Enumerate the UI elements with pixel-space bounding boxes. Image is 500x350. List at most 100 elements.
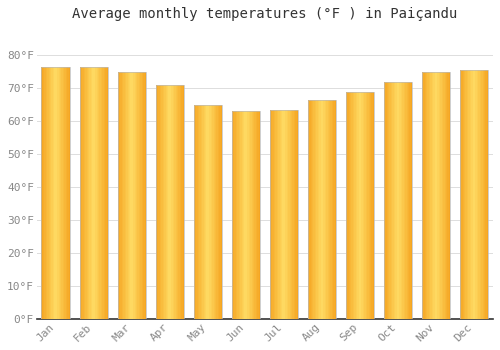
Bar: [353, 92, 354, 319]
Bar: [67, 67, 68, 319]
Bar: [316, 100, 318, 319]
Bar: [232, 111, 233, 319]
Bar: [404, 82, 405, 319]
Bar: [294, 110, 296, 319]
Bar: [363, 92, 364, 319]
Bar: [442, 72, 443, 319]
Bar: [157, 85, 158, 319]
Bar: [357, 92, 358, 319]
Bar: [472, 70, 474, 319]
Bar: [134, 72, 136, 319]
Bar: [368, 92, 370, 319]
Bar: [486, 70, 487, 319]
Bar: [210, 105, 212, 319]
Bar: [101, 67, 102, 319]
Bar: [253, 111, 254, 319]
Bar: [476, 70, 477, 319]
Bar: [390, 82, 391, 319]
Bar: [176, 85, 177, 319]
Bar: [122, 72, 123, 319]
Bar: [162, 85, 164, 319]
Bar: [314, 100, 315, 319]
Bar: [406, 82, 408, 319]
Bar: [44, 67, 46, 319]
Bar: [436, 72, 438, 319]
Bar: [422, 72, 450, 319]
Bar: [272, 110, 274, 319]
Bar: [330, 100, 332, 319]
Bar: [471, 70, 472, 319]
Bar: [68, 67, 70, 319]
Bar: [402, 82, 404, 319]
Bar: [90, 67, 91, 319]
Bar: [292, 110, 294, 319]
Bar: [215, 105, 216, 319]
Bar: [270, 110, 271, 319]
Bar: [52, 67, 53, 319]
Bar: [195, 105, 196, 319]
Bar: [308, 100, 309, 319]
Bar: [82, 67, 84, 319]
Bar: [443, 72, 444, 319]
Bar: [308, 100, 336, 319]
Bar: [240, 111, 242, 319]
Bar: [470, 70, 471, 319]
Bar: [120, 72, 122, 319]
Bar: [335, 100, 336, 319]
Bar: [91, 67, 92, 319]
Bar: [398, 82, 400, 319]
Bar: [138, 72, 139, 319]
Bar: [325, 100, 326, 319]
Bar: [42, 67, 43, 319]
Bar: [129, 72, 130, 319]
Bar: [50, 67, 51, 319]
Bar: [233, 111, 234, 319]
Bar: [106, 67, 108, 319]
Bar: [248, 111, 250, 319]
Bar: [326, 100, 328, 319]
Bar: [394, 82, 395, 319]
Bar: [324, 100, 325, 319]
Bar: [160, 85, 162, 319]
Bar: [204, 105, 205, 319]
Bar: [440, 72, 442, 319]
Bar: [177, 85, 178, 319]
Bar: [250, 111, 252, 319]
Bar: [100, 67, 101, 319]
Bar: [47, 67, 48, 319]
Bar: [132, 72, 133, 319]
Bar: [94, 67, 95, 319]
Bar: [156, 85, 157, 319]
Bar: [278, 110, 280, 319]
Bar: [130, 72, 132, 319]
Bar: [370, 92, 372, 319]
Bar: [171, 85, 172, 319]
Bar: [92, 67, 94, 319]
Bar: [85, 67, 86, 319]
Bar: [58, 67, 60, 319]
Bar: [439, 72, 440, 319]
Bar: [256, 111, 258, 319]
Bar: [164, 85, 166, 319]
Bar: [384, 82, 412, 319]
Bar: [66, 67, 67, 319]
Bar: [271, 110, 272, 319]
Bar: [236, 111, 238, 319]
Bar: [352, 92, 353, 319]
Bar: [334, 100, 335, 319]
Bar: [104, 67, 105, 319]
Bar: [56, 67, 57, 319]
Bar: [86, 67, 88, 319]
Bar: [252, 111, 253, 319]
Bar: [80, 67, 81, 319]
Bar: [246, 111, 248, 319]
Bar: [400, 82, 401, 319]
Bar: [143, 72, 144, 319]
Bar: [388, 82, 390, 319]
Bar: [212, 105, 214, 319]
Bar: [322, 100, 324, 319]
Bar: [430, 72, 432, 319]
Bar: [424, 72, 426, 319]
Bar: [367, 92, 368, 319]
Bar: [392, 82, 394, 319]
